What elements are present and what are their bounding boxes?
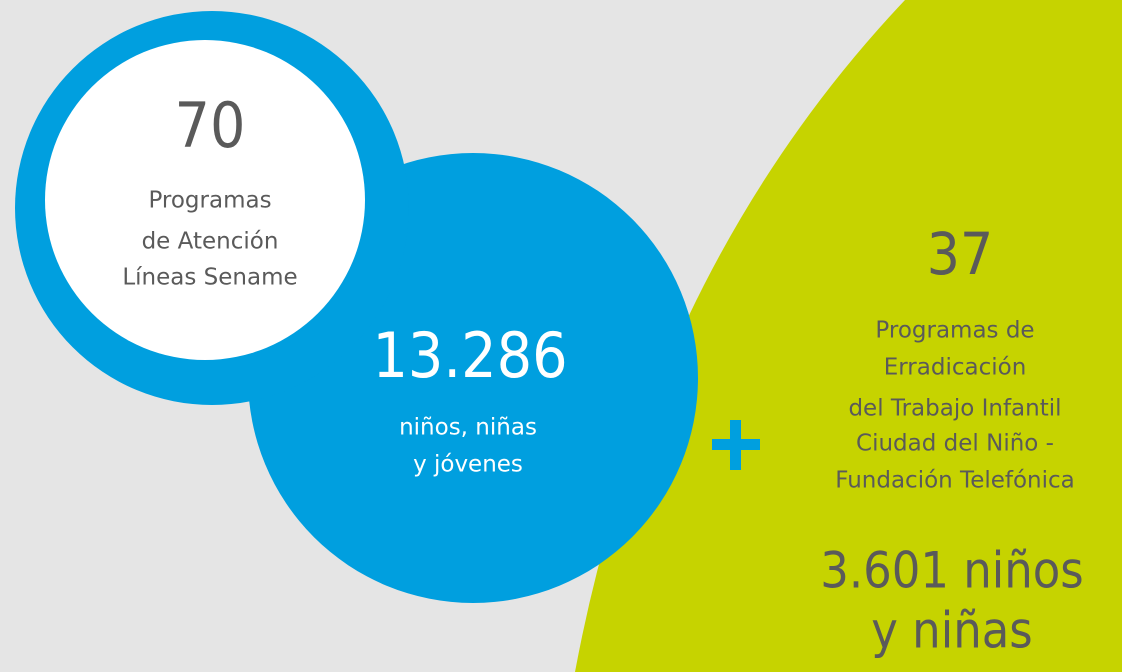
- left-number: 70: [175, 89, 246, 162]
- plus-sign: [712, 420, 760, 470]
- green-panel: [575, 0, 1122, 672]
- right-line: Ciudad del Niño -: [856, 431, 1054, 457]
- center-line: niños, niñas: [399, 415, 537, 441]
- left-line: Programas: [148, 188, 271, 214]
- right-highlight: 3.601 niños: [820, 542, 1084, 600]
- left-line: de Atención: [142, 229, 279, 255]
- right-line: Fundación Telefónica: [835, 468, 1075, 494]
- left-line: Líneas Sename: [122, 265, 297, 291]
- right-number: 37: [927, 220, 993, 288]
- center-number: 13.286: [372, 319, 567, 392]
- right-highlight: y niñas: [871, 602, 1032, 660]
- white-circle: [45, 40, 365, 360]
- right-line: Erradicación: [884, 355, 1027, 381]
- right-line: del Trabajo Infantil: [848, 396, 1061, 422]
- right-line: Programas de: [875, 318, 1034, 344]
- center-line: y jóvenes: [413, 452, 523, 478]
